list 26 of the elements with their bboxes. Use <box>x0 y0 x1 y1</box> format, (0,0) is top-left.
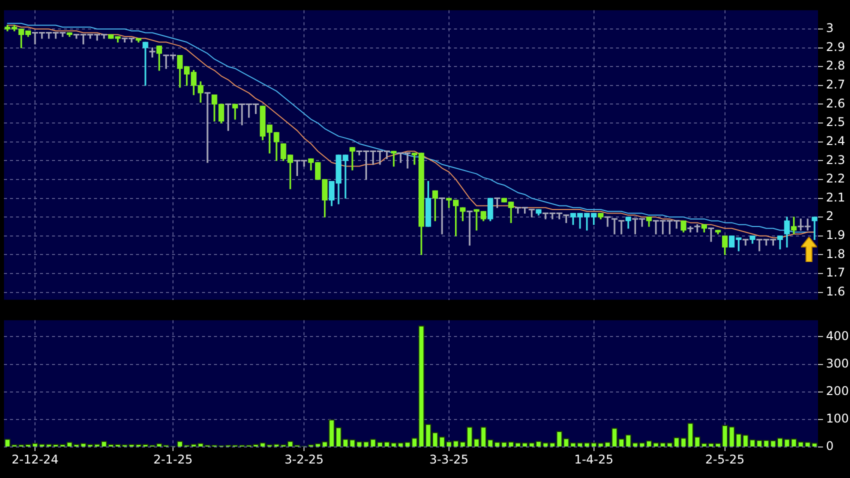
y-tick-label: 300 <box>826 356 849 370</box>
y-tick-label: 100 <box>826 412 849 426</box>
y-tick-label: 1.8 <box>826 246 846 261</box>
x-tick-label: 3-2-25 <box>284 452 324 466</box>
y-tick-label: 400 <box>826 328 849 343</box>
y-tick-label: 2.8 <box>826 58 846 73</box>
x-tick-label: 2-5-25 <box>705 452 744 466</box>
y-tick-label: 2.1 <box>826 190 846 204</box>
y-tick-label: 2.2 <box>826 172 846 186</box>
y-tick-label: 2 <box>826 209 834 224</box>
y-tick-label: 2.3 <box>826 152 846 167</box>
x-tick-label: 3-3-25 <box>429 452 469 466</box>
y-tick-label: 2.4 <box>826 134 846 148</box>
y-tick-label: 1.7 <box>826 266 846 280</box>
y-tick-label: 2.7 <box>826 78 846 92</box>
x-tick-label: 2-12-24 <box>12 452 58 466</box>
y-tick-label: 2.9 <box>826 40 846 54</box>
x-tick-label: 1-4-25 <box>574 452 614 466</box>
y-tick-label: 2.6 <box>826 96 846 110</box>
y-tick-label: 1.9 <box>826 228 846 242</box>
y-tick-label: 3 <box>826 21 834 36</box>
y-tick-label: 2.5 <box>826 115 846 130</box>
y-tick-label: 0 <box>826 439 834 454</box>
y-tick-label: 200 <box>826 384 849 398</box>
y-tick-label: 1.6 <box>826 284 846 298</box>
x-tick-label: 2-1-25 <box>153 452 193 466</box>
